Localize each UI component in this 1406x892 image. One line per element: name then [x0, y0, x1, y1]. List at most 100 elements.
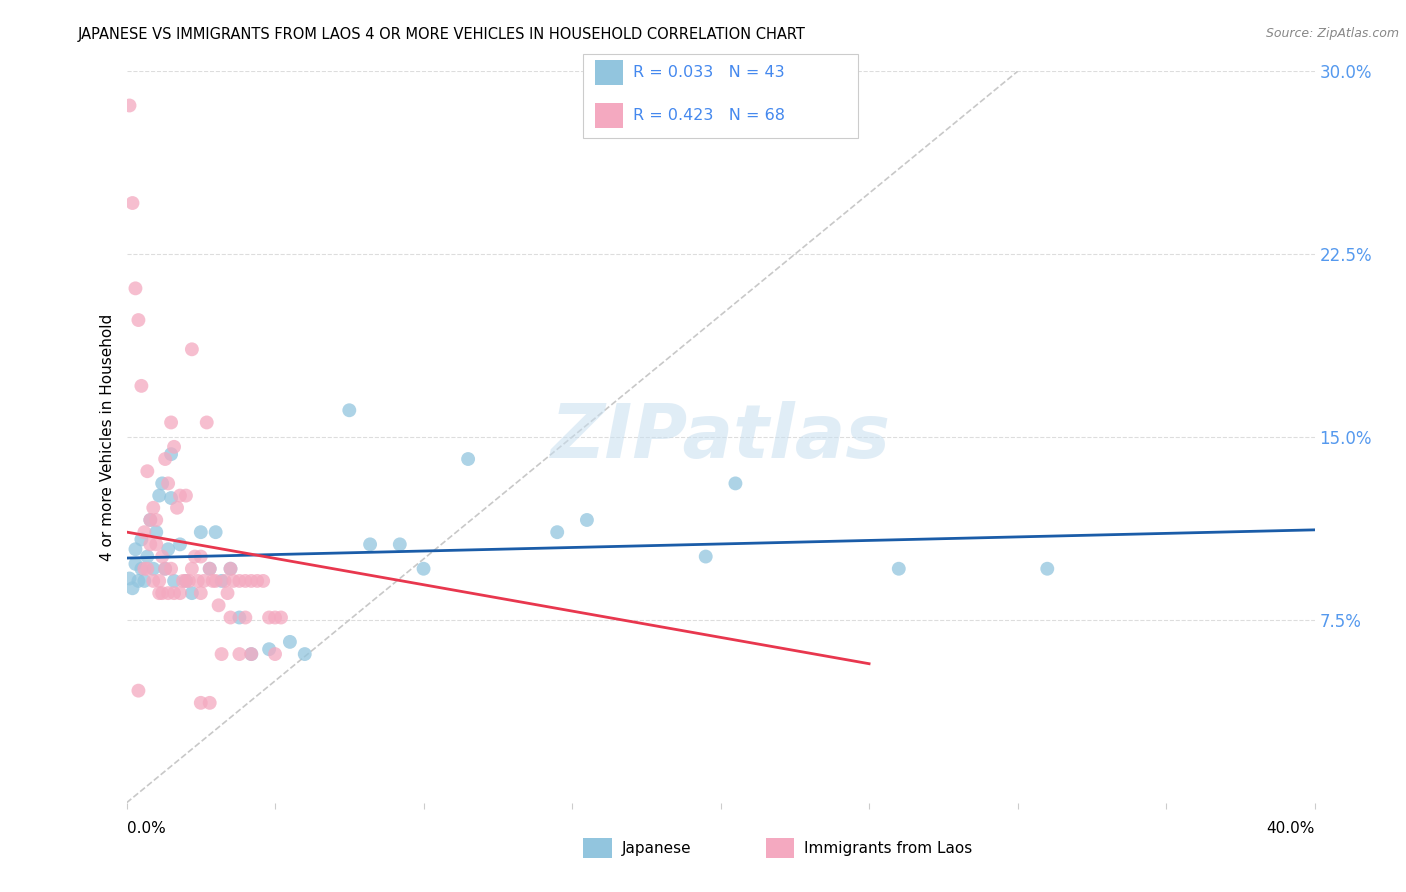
Point	[575, 513, 598, 527]
Point	[214, 574, 236, 588]
Point	[359, 537, 381, 551]
Point	[127, 313, 149, 327]
Text: 0.0%: 0.0%	[127, 821, 166, 836]
Point	[174, 574, 197, 588]
Point	[134, 574, 156, 588]
Point	[136, 549, 159, 564]
Point	[190, 586, 212, 600]
Point	[198, 562, 221, 576]
Point	[139, 537, 162, 551]
Point	[150, 476, 173, 491]
Text: 40.0%: 40.0%	[1267, 821, 1315, 836]
Point	[124, 281, 146, 295]
Point	[201, 574, 224, 588]
Point	[139, 513, 162, 527]
Point	[180, 562, 202, 576]
Point	[160, 447, 183, 461]
Point	[228, 574, 250, 588]
Point	[257, 610, 280, 624]
Point	[169, 537, 191, 551]
Point	[724, 476, 747, 491]
Point	[190, 549, 212, 564]
Point	[124, 542, 146, 557]
Point	[190, 696, 212, 710]
Point	[174, 489, 197, 503]
Point	[233, 610, 257, 624]
Point	[127, 683, 149, 698]
Point	[264, 610, 287, 624]
Point	[228, 610, 250, 624]
Point	[193, 574, 215, 588]
Point	[184, 549, 207, 564]
Point	[153, 562, 176, 576]
Point	[134, 562, 156, 576]
Point	[240, 647, 263, 661]
Point	[246, 574, 269, 588]
Point	[177, 574, 200, 588]
Text: JAPANESE VS IMMIGRANTS FROM LAOS 4 OR MORE VEHICLES IN HOUSEHOLD CORRELATION CHA: JAPANESE VS IMMIGRANTS FROM LAOS 4 OR MO…	[77, 27, 806, 42]
Point	[219, 562, 242, 576]
Point	[240, 574, 263, 588]
Point	[157, 586, 180, 600]
Point	[121, 196, 143, 211]
Point	[131, 379, 153, 393]
Point	[157, 476, 180, 491]
Point	[190, 525, 212, 540]
Point	[180, 586, 202, 600]
Point	[195, 416, 218, 430]
Point	[294, 647, 316, 661]
Point	[148, 489, 170, 503]
Text: Source: ZipAtlas.com: Source: ZipAtlas.com	[1265, 27, 1399, 40]
Point	[142, 500, 165, 515]
Point	[388, 537, 411, 551]
Point	[145, 525, 167, 540]
Point	[174, 574, 197, 588]
Point	[198, 696, 221, 710]
Point	[124, 557, 146, 571]
Point	[222, 574, 245, 588]
Point	[142, 574, 165, 588]
Point	[136, 464, 159, 478]
Text: Japanese: Japanese	[621, 841, 692, 855]
Point	[172, 574, 194, 588]
Text: R = 0.423   N = 68: R = 0.423 N = 68	[633, 108, 785, 122]
Text: Immigrants from Laos: Immigrants from Laos	[804, 841, 973, 855]
Point	[118, 98, 141, 112]
Point	[228, 647, 250, 661]
Point	[180, 343, 202, 357]
Point	[131, 562, 153, 576]
Point	[142, 562, 165, 576]
Point	[139, 513, 162, 527]
Point	[157, 542, 180, 557]
Point	[169, 489, 191, 503]
Point	[1036, 562, 1059, 576]
Point	[211, 647, 233, 661]
Point	[270, 610, 292, 624]
Point	[134, 525, 156, 540]
Point	[240, 647, 263, 661]
Point	[187, 574, 209, 588]
Point	[136, 562, 159, 576]
Point	[163, 574, 186, 588]
Point	[153, 562, 176, 576]
Text: ZIPatlas: ZIPatlas	[551, 401, 890, 474]
Point	[233, 574, 257, 588]
Point	[150, 549, 173, 564]
Point	[207, 599, 229, 613]
Point	[337, 403, 360, 417]
Point	[166, 500, 188, 515]
Point	[278, 635, 301, 649]
Point	[145, 513, 167, 527]
Point	[887, 562, 910, 576]
Point	[153, 452, 176, 467]
Point	[150, 586, 173, 600]
Point	[198, 562, 221, 576]
Y-axis label: 4 or more Vehicles in Household: 4 or more Vehicles in Household	[100, 313, 115, 561]
Point	[217, 586, 239, 600]
Point	[695, 549, 717, 564]
Point	[204, 574, 226, 588]
Point	[121, 581, 143, 595]
Point	[257, 642, 280, 657]
Point	[160, 416, 183, 430]
Point	[219, 610, 242, 624]
